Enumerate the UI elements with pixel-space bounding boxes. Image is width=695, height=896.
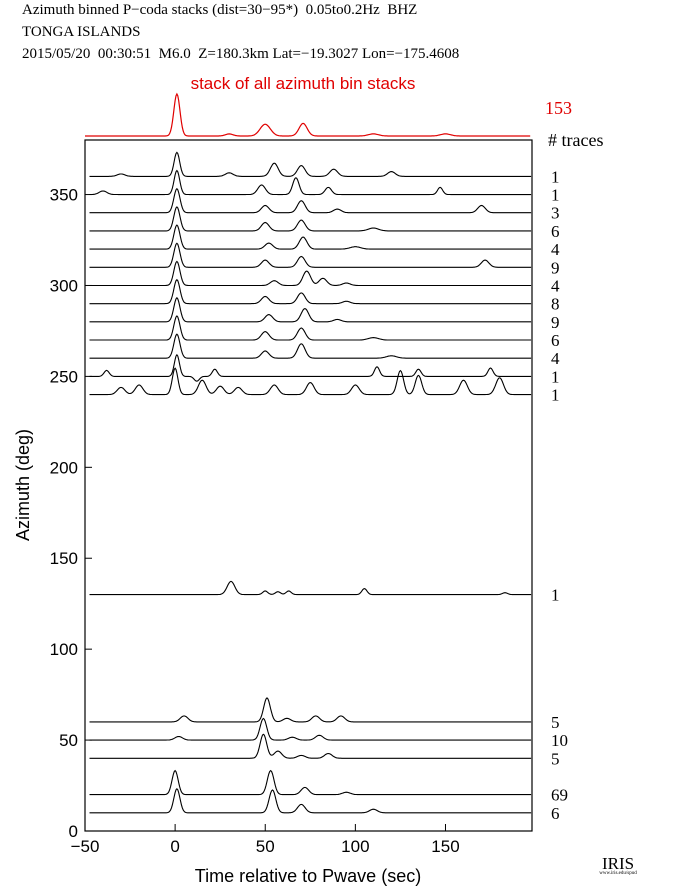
header-line-1: Azimuth binned P−coda stacks (dist=30−95…: [22, 2, 418, 18]
x-tick-label-150: 150: [431, 837, 459, 856]
trace-az-270: [89, 315, 532, 341]
trace-az-340: [89, 187, 532, 214]
trace-group: [89, 151, 532, 814]
trace-az-10: [89, 787, 532, 814]
trace-count-310: 9: [551, 258, 560, 277]
trace-az-50: [89, 717, 532, 741]
y-tick-label-100: 100: [50, 640, 78, 659]
x-axis: −50 0 50 100 150: [71, 824, 460, 856]
y-tick-label-50: 50: [59, 731, 78, 750]
trace-count-350: 1: [551, 186, 560, 205]
top-stack-trace: [85, 92, 531, 137]
y-tick-label-0: 0: [69, 822, 78, 841]
trace-az-260: [89, 333, 532, 359]
x-tick-label-100: 100: [341, 837, 369, 856]
trace-count-20: 69: [551, 786, 568, 805]
trace-az-290: [89, 278, 532, 305]
trace-az-350: [89, 169, 532, 196]
trace-count-270: 6: [551, 331, 560, 350]
trace-count-290: 8: [551, 295, 560, 314]
x-tick-label-0: 0: [170, 837, 179, 856]
x-tick-label-50: 50: [256, 837, 275, 856]
trace-count-60: 5: [551, 713, 560, 732]
trace-count-260: 4: [551, 349, 560, 368]
plot-frame: [84, 139, 533, 832]
y-tick-label-350: 350: [50, 186, 78, 205]
trace-count-320: 4: [551, 240, 560, 259]
trace-az-360: [89, 151, 532, 177]
trace-count-330: 6: [551, 222, 560, 241]
trace-az-320: [89, 224, 532, 250]
trace-az-130: [89, 580, 532, 596]
trace-count-40: 5: [551, 749, 560, 768]
trace-count-280: 9: [551, 313, 560, 332]
top-stack-plot: [85, 92, 531, 137]
trace-count-50: 10: [551, 731, 568, 750]
trace-count-130: 1: [551, 586, 560, 605]
header-line-3: 2015/05/20 00:30:51 M6.0 Z=180.3km Lat=−…: [22, 46, 460, 62]
iris-logo: IRIS www.iris.edu/spud: [588, 854, 648, 876]
iris-logo-url: www.iris.edu/spud: [599, 871, 637, 876]
trace-az-40: [89, 733, 532, 759]
y-tick-label-300: 300: [50, 276, 78, 295]
trace-az-330: [89, 206, 532, 232]
traces-column-label: # traces: [548, 130, 603, 150]
trace-count-300: 4: [551, 277, 560, 296]
trace-az-20: [89, 769, 532, 796]
y-axis: 0 50 100 150 200 250 300 350: [50, 186, 92, 841]
trace-az-240: [89, 367, 532, 396]
trace-az-60: [89, 697, 532, 723]
y-axis-label: Azimuth (deg): [13, 429, 33, 541]
trace-az-310: [89, 242, 532, 268]
trace-count-360: 1: [551, 167, 560, 186]
trace-count-10: 6: [551, 804, 560, 823]
top-stack-title: stack of all azimuth bin stacks: [191, 74, 416, 93]
y-tick-label-250: 250: [50, 367, 78, 386]
y-tick-label-200: 200: [50, 458, 78, 477]
trace-az-280: [89, 296, 532, 323]
trace-az-300: [89, 260, 532, 287]
x-axis-label: Time relative to Pwave (sec): [195, 866, 421, 886]
trace-az-250: [89, 353, 532, 382]
total-traces-count: 153: [545, 98, 572, 118]
trace-count-240: 1: [551, 386, 560, 405]
header-line-2: TONGA ISLANDS: [22, 24, 141, 40]
x-tick-label--50: −50: [71, 837, 100, 856]
trace-count-250: 1: [551, 367, 560, 386]
iris-logo-text: IRIS: [601, 854, 635, 873]
trace-count-340: 3: [551, 204, 560, 223]
y-tick-label-150: 150: [50, 549, 78, 568]
